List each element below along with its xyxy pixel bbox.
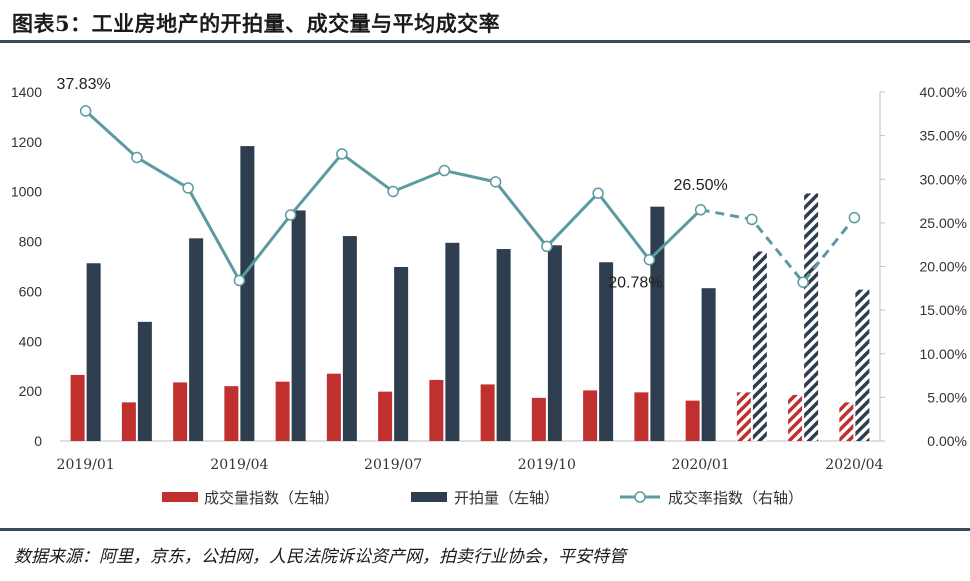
x-tick-label: 2019/07 xyxy=(364,457,422,473)
line-point xyxy=(696,205,706,215)
y-left-tick-label: 0 xyxy=(34,433,42,449)
y-right-tick-label: 10.00% xyxy=(920,346,967,362)
bar-auction-starts xyxy=(189,238,203,441)
y-left-tick-label: 600 xyxy=(19,283,43,299)
bottom-divider xyxy=(0,528,970,531)
line-point xyxy=(644,255,654,265)
y-right-tick-label: 15.00% xyxy=(920,302,967,318)
bar-auction-starts xyxy=(753,252,767,441)
line-point xyxy=(491,177,501,187)
bar-transaction-index xyxy=(224,386,238,441)
y-right-tick-label: 0.00% xyxy=(927,433,967,449)
series-line-dashed xyxy=(701,210,855,282)
bar-auction-starts xyxy=(804,193,818,441)
y-right-tick-label: 5.00% xyxy=(927,389,967,405)
line-point xyxy=(286,210,296,220)
bar-auction-starts xyxy=(548,245,562,441)
line-point xyxy=(747,214,757,224)
bar-auction-starts xyxy=(702,288,716,441)
y-left-tick-label: 800 xyxy=(19,234,43,250)
line-point xyxy=(439,166,449,176)
bar-auction-starts xyxy=(445,243,459,441)
line-point xyxy=(593,188,603,198)
legend-swatch-transaction-index xyxy=(162,492,198,502)
legend-swatch-marker xyxy=(635,492,645,502)
bar-transaction-index xyxy=(583,390,597,441)
x-tick-label: 2020/04 xyxy=(825,457,883,473)
bar-transaction-index xyxy=(429,380,443,441)
bar-auction-starts xyxy=(240,146,254,441)
x-tick-label: 2019/04 xyxy=(210,457,268,473)
line-point xyxy=(132,152,142,162)
bar-auction-starts xyxy=(497,249,511,441)
x-tick-label: 2019/10 xyxy=(518,457,576,473)
legend-label-transaction-index: 成交量指数（左轴） xyxy=(204,489,339,507)
line-point xyxy=(234,275,244,285)
chart-canvas: 0 200 400 600 800 1000 1200 1400 0.00% 5.00% 10.00… xyxy=(0,0,970,581)
x-tick-label: 2019/01 xyxy=(57,457,115,473)
y-right-tick-label: 25.00% xyxy=(920,215,967,231)
bar-transaction-index xyxy=(532,398,546,441)
line-point xyxy=(388,186,398,196)
y-left-tick-label: 1400 xyxy=(11,84,42,100)
y-right-tick-label: 35.00% xyxy=(920,128,967,144)
bar-transaction-index xyxy=(173,382,187,441)
bar-transaction-index xyxy=(788,395,802,441)
bar-transaction-index xyxy=(276,382,290,441)
legend-swatch-auction-starts xyxy=(411,492,447,502)
y-right-tick-label: 40.00% xyxy=(920,84,967,100)
bar-transaction-index xyxy=(481,384,495,441)
y-left-tick-label: 400 xyxy=(19,333,43,349)
bar-auction-starts xyxy=(650,207,664,441)
legend-label-transaction-rate: 成交率指数（右轴） xyxy=(668,489,803,507)
line-point xyxy=(337,149,347,159)
bar-auction-starts xyxy=(138,322,152,441)
line-point xyxy=(542,241,552,251)
legend: 成交量指数（左轴） 开拍量（左轴） 成交率指数（右轴） xyxy=(162,489,803,507)
y-left-tick-label: 1000 xyxy=(11,184,42,200)
bar-transaction-index xyxy=(122,402,136,441)
x-tick-label: 2020/01 xyxy=(672,457,730,473)
y-left-tick-label: 1200 xyxy=(11,134,42,150)
legend-label-auction-starts: 开拍量（左轴） xyxy=(454,489,559,507)
data-label: 26.50% xyxy=(673,177,727,194)
bar-transaction-index xyxy=(378,392,392,441)
line-point xyxy=(849,213,859,223)
y-right-tick-label: 20.00% xyxy=(920,259,967,275)
data-label: 20.78% xyxy=(608,275,662,292)
bar-transaction-index xyxy=(686,401,700,441)
bar-transaction-index xyxy=(634,392,648,441)
bar-transaction-index xyxy=(839,402,853,441)
bar-auction-starts xyxy=(343,236,357,441)
line-point xyxy=(798,277,808,287)
line-point xyxy=(81,106,91,116)
bar-transaction-index xyxy=(327,374,341,441)
line-point xyxy=(183,183,193,193)
data-label: 37.83% xyxy=(56,76,110,93)
bar-auction-starts xyxy=(87,263,101,441)
y-right-tick-label: 30.00% xyxy=(920,171,967,187)
labels-layer: 37.83% 20.78% 26.50% xyxy=(56,76,727,292)
bar-transaction-index xyxy=(737,392,751,441)
data-source-note: 数据来源：阿里，京东，公拍网，人民法院诉讼资产网，拍卖行业协会，平安特管 xyxy=(14,542,626,567)
bar-auction-starts xyxy=(394,267,408,441)
y-left-tick-label: 200 xyxy=(19,383,43,399)
bar-auction-starts xyxy=(292,210,306,441)
bar-auction-starts xyxy=(855,290,869,441)
bar-transaction-index xyxy=(71,375,85,441)
